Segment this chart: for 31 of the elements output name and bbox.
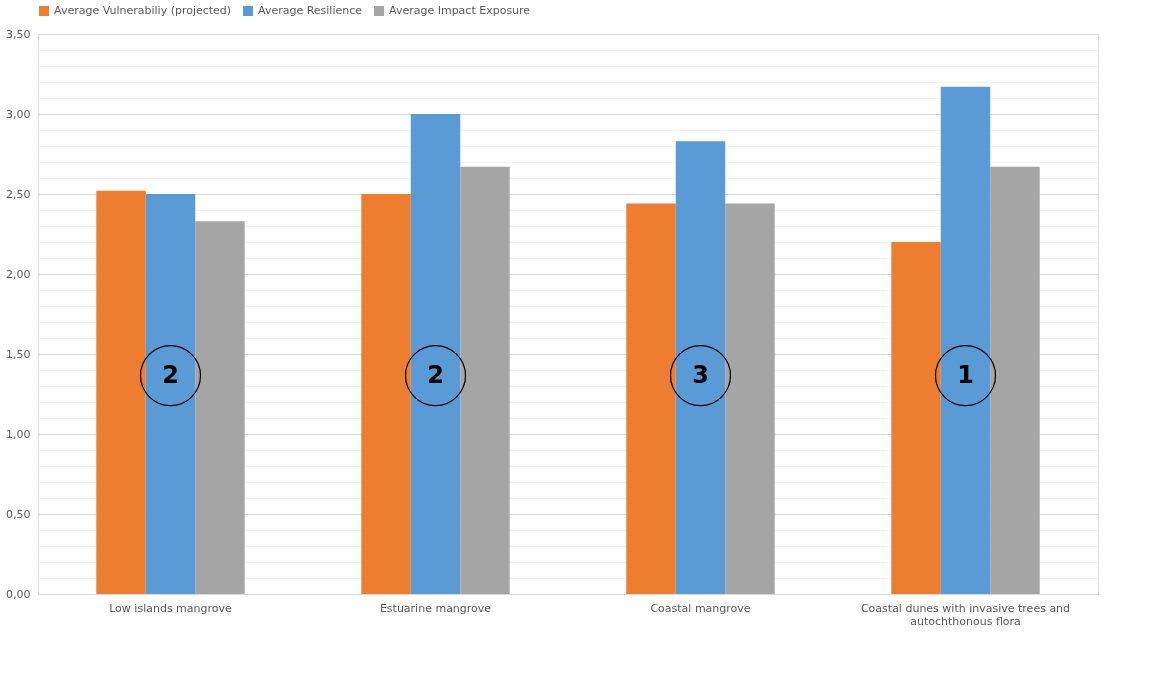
bar bbox=[96, 190, 146, 594]
bar bbox=[195, 221, 245, 594]
annotation: 1 bbox=[957, 360, 974, 389]
x-tick-label: Low islands mangrove bbox=[109, 601, 233, 615]
y-tick-label: 0,00 bbox=[6, 587, 31, 601]
y-tick-label: 3,50 bbox=[6, 27, 31, 41]
bar bbox=[940, 86, 991, 594]
bar bbox=[675, 141, 726, 594]
y-tick-label: 2,50 bbox=[6, 187, 31, 201]
legend-label: Average Resilience bbox=[258, 4, 363, 17]
bar bbox=[145, 194, 196, 594]
bar bbox=[410, 114, 461, 594]
y-tick-label: 1,50 bbox=[6, 347, 31, 361]
x-tick-label: Coastal dunes with invasive trees and autochthonous flora bbox=[860, 601, 1071, 628]
x-tick-label: Estuarine mangrove bbox=[379, 601, 492, 615]
annotation: 2 bbox=[162, 360, 179, 389]
legend-label: Average Impact Exposure bbox=[389, 4, 531, 17]
legend-label: Average Vulnerabiliy (projected) bbox=[54, 4, 232, 17]
bar bbox=[626, 203, 676, 594]
y-tick-label: 0,50 bbox=[6, 507, 31, 521]
bar bbox=[990, 166, 1040, 594]
x-tick-label: Coastal mangrove bbox=[650, 601, 751, 615]
y-tick-label: 1,00 bbox=[6, 427, 31, 441]
annotation: 3 bbox=[692, 360, 709, 389]
y-tick-label: 2,00 bbox=[6, 267, 31, 281]
bar bbox=[725, 203, 775, 594]
y-tick-label: 3,00 bbox=[6, 107, 31, 121]
bar bbox=[460, 166, 510, 594]
bar bbox=[891, 242, 941, 594]
annotation: 2 bbox=[427, 360, 444, 389]
bar bbox=[361, 194, 411, 594]
